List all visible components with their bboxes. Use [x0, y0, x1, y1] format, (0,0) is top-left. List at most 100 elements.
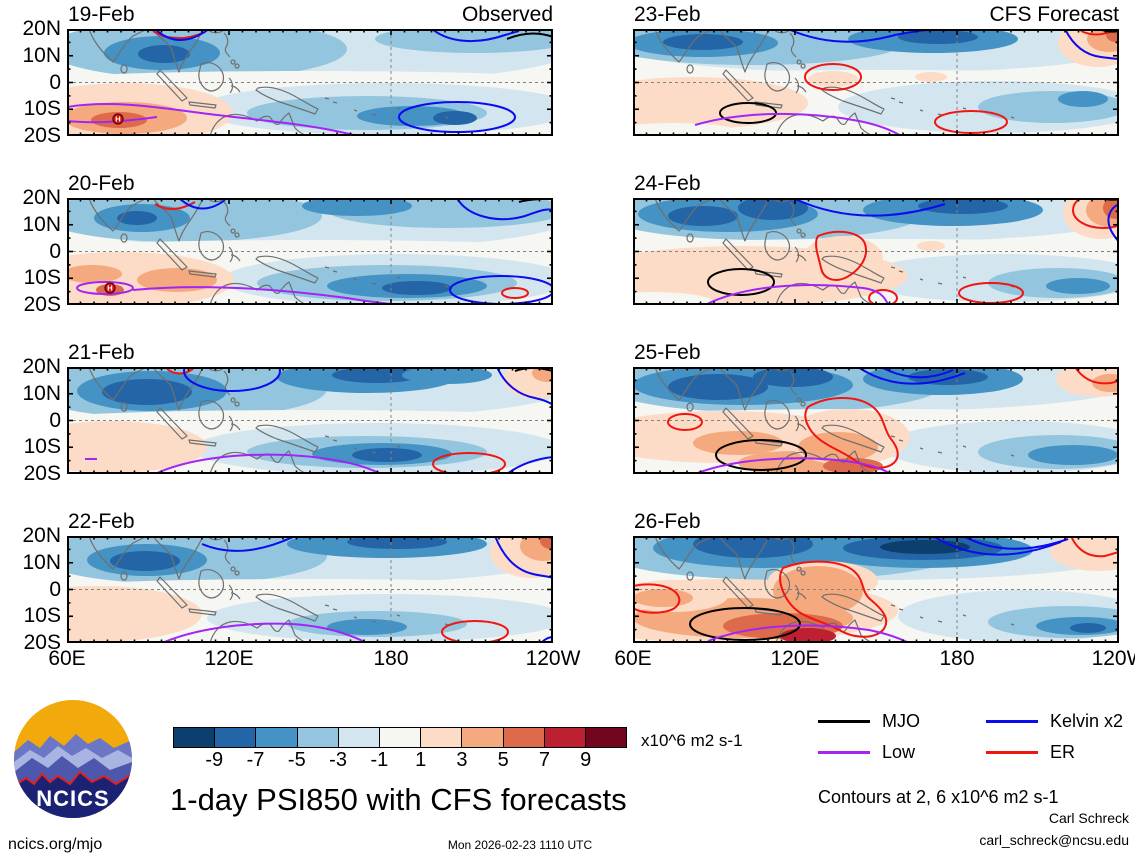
low-contour [67, 116, 158, 124]
anomaly-shading [668, 374, 768, 400]
anomaly-shading [402, 367, 492, 384]
coastline [88, 198, 449, 305]
anomaly-shading [302, 198, 412, 216]
anomaly-shading [67, 265, 122, 283]
panel-border [67, 198, 553, 305]
er-contour [432, 452, 506, 474]
anomaly-shading [540, 536, 553, 549]
panel-border [67, 367, 553, 474]
anomaly-shading [738, 198, 808, 220]
x-axis-label: 120E [204, 647, 254, 670]
mjo-contour [689, 607, 801, 641]
panel-border [67, 536, 553, 643]
kelvin-contour [398, 101, 516, 133]
low-contour [67, 103, 358, 136]
kelvin-contour [431, 29, 520, 43]
legend-label: Kelvin x2 [1050, 711, 1124, 731]
anomaly-shading [908, 369, 988, 385]
colorbar-cell [256, 728, 298, 747]
kelvin-contour [494, 536, 553, 579]
ncics-logo: NCICS [14, 700, 132, 818]
kelvin-contour [183, 367, 281, 392]
anomaly-shading [1028, 445, 1118, 465]
kelvin-contour [1064, 29, 1119, 60]
panel-date-label: 22-Feb [68, 510, 135, 533]
panel-map: H [67, 198, 553, 305]
panel-map: H [67, 29, 553, 136]
er-contour [779, 560, 888, 638]
anomaly-shading [798, 432, 878, 462]
coastline [654, 367, 1015, 474]
site-url: ncics.org/mjo [8, 836, 103, 853]
anomaly-shading [347, 536, 447, 549]
anomaly-shading [352, 448, 422, 462]
colorbar-tick-label: -1 [370, 749, 389, 771]
map-panel-21-feb: 21-Feb 20N 10N 0 10S 20S [22, 341, 553, 485]
mjo-line-sample [818, 720, 870, 723]
er-contour [667, 413, 703, 431]
map-panel-22-feb: 22-Feb 20N 10N 0 10S 20S 60E 120E 180 120W [22, 510, 580, 670]
column-header: CFS Forecast [989, 3, 1119, 26]
er-contour [804, 63, 862, 91]
low-contour [76, 281, 134, 295]
anomaly-shading [633, 589, 693, 607]
colorbar-units-label: x10^6 m2 s-1 [641, 731, 743, 750]
email-credit: carl_schreck@ncsu.edu [979, 832, 1129, 848]
x-axis-label: 60E [614, 647, 652, 670]
coastline [88, 29, 449, 136]
map-panel-24-feb: 24-Feb [633, 172, 1119, 305]
anomaly-shading [433, 111, 477, 125]
cyclone-marker-icon [112, 113, 124, 125]
anomaly-shading [823, 458, 883, 474]
er-contour [804, 397, 899, 469]
kelvin-contour [456, 198, 553, 221]
er-contour [441, 620, 509, 643]
cyclone-marker-letter: H [107, 284, 112, 293]
panel-date-label: 26-Feb [634, 510, 701, 533]
panel-date-label: 23-Feb [634, 3, 701, 26]
ncics-logo-art: NCICS [14, 700, 132, 818]
y-axis-label: 0 [49, 408, 61, 432]
cyclone-marker-letter: H [115, 115, 120, 124]
anomaly-shading [663, 34, 743, 50]
anomaly-shading [1058, 91, 1108, 107]
colorbar-cell [297, 728, 339, 747]
legend-label: MJO [882, 711, 920, 731]
x-axis-label: 60E [48, 647, 86, 670]
anomaly-shading [102, 379, 192, 405]
low-contour [161, 622, 368, 643]
y-axis-label: 10N [22, 43, 61, 67]
y-axis-label: 20S [23, 124, 61, 147]
y-axis-label: 10N [22, 212, 61, 236]
legend-item-mjo: MJO [818, 711, 986, 732]
kelvin-contour [506, 456, 553, 474]
er-contour [633, 583, 681, 614]
y-axis-label: 20N [22, 524, 61, 547]
er-contour [815, 230, 867, 281]
er-line-sample [986, 751, 1038, 754]
anomaly-shading [1070, 623, 1106, 633]
low-contour [132, 286, 400, 305]
panel-date-label: 20-Feb [68, 172, 135, 195]
ncics-logo-text: NCICS [36, 786, 109, 811]
anomaly-shading [668, 206, 738, 226]
panel-border [633, 29, 1119, 136]
y-axis-label: 10N [22, 550, 61, 574]
colorbar [173, 727, 627, 748]
contour-note: Contours at 2, 6 x10^6 m2 s-1 [818, 787, 1059, 807]
kelvin-contour [178, 198, 226, 210]
panel-date-label: 25-Feb [634, 341, 701, 364]
mjo-contour [506, 32, 553, 40]
legend-label: ER [1050, 742, 1076, 762]
er-contour [1074, 367, 1119, 385]
er-contour [166, 368, 194, 375]
y-axis-label: 10S [23, 604, 61, 628]
anomaly-shading [117, 211, 157, 225]
kelvin-contour [962, 536, 1069, 550]
low-line-sample [818, 751, 870, 754]
mjo-contour [715, 439, 807, 471]
kelvin-contour [201, 536, 296, 552]
cyclone-marker-icon [104, 282, 116, 294]
anomaly-shading [918, 198, 1008, 214]
y-axis-label: 20N [22, 355, 61, 378]
